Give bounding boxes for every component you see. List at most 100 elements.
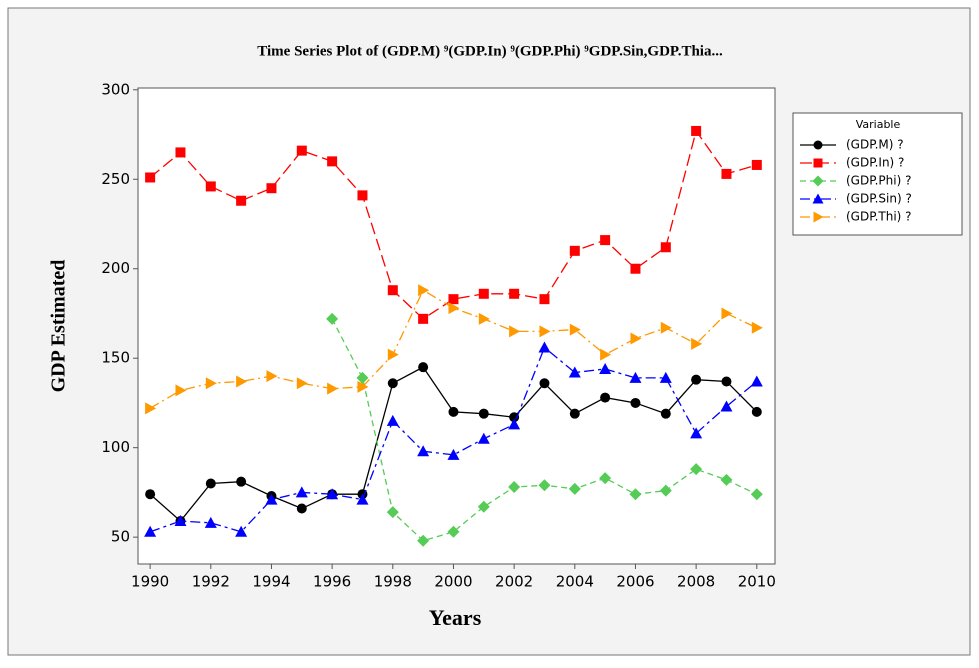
marker: [630, 397, 641, 408]
x-tick-label: 1992: [192, 573, 230, 591]
marker: [508, 418, 521, 430]
x-tick-label: 2006: [616, 573, 654, 591]
legend-label: (GDP.Thi) ?: [846, 210, 912, 224]
marker: [386, 506, 399, 519]
marker: [721, 307, 733, 320]
marker: [569, 323, 581, 336]
marker: [235, 525, 248, 537]
y-tick-label: 50: [111, 528, 130, 546]
y-axis-label: GDP Estimated: [48, 260, 70, 393]
marker: [205, 377, 217, 390]
marker: [266, 183, 277, 194]
marker: [509, 412, 520, 423]
marker: [326, 488, 339, 500]
x-tick-label: 1994: [252, 573, 290, 591]
marker: [508, 481, 521, 494]
marker: [236, 375, 248, 388]
chart-title: Time Series Plot of (GDP.M) ⁹(GDP.In) ⁹(…: [257, 43, 723, 59]
marker: [204, 516, 217, 528]
marker: [539, 378, 550, 389]
marker: [477, 432, 490, 444]
marker: [720, 400, 733, 412]
legend-label: (GDP.Phi) ?: [846, 174, 911, 188]
marker: [812, 193, 824, 204]
marker: [813, 140, 823, 150]
marker: [387, 348, 399, 361]
marker: [750, 488, 763, 501]
marker: [600, 235, 611, 246]
series-line: [149, 129, 757, 320]
marker: [417, 534, 430, 547]
marker: [447, 525, 460, 538]
series-line: [149, 346, 758, 533]
marker: [448, 302, 460, 315]
marker: [357, 190, 368, 201]
marker: [357, 380, 369, 393]
marker: [751, 406, 762, 417]
marker: [599, 362, 612, 374]
marker: [659, 484, 672, 497]
marker: [418, 284, 430, 297]
y-tick-label: 300: [101, 80, 130, 98]
marker: [721, 168, 732, 179]
marker: [478, 312, 490, 325]
marker: [205, 181, 216, 192]
series-line: [149, 289, 758, 409]
marker: [296, 377, 308, 390]
marker: [236, 476, 247, 487]
marker: [538, 341, 551, 353]
x-tick-label: 2004: [556, 573, 594, 591]
marker: [327, 382, 339, 395]
marker: [600, 392, 611, 403]
x-tick-label: 1998: [374, 573, 412, 591]
marker: [509, 325, 521, 338]
marker: [477, 500, 490, 513]
marker: [145, 402, 157, 415]
marker: [509, 288, 520, 299]
marker: [478, 288, 489, 299]
marker: [145, 172, 156, 183]
marker: [418, 362, 429, 373]
marker: [296, 503, 307, 514]
marker: [690, 427, 703, 439]
marker: [538, 479, 551, 492]
marker: [418, 313, 429, 324]
marker: [812, 175, 824, 187]
marker: [236, 195, 247, 206]
marker: [750, 375, 763, 387]
marker: [326, 312, 339, 325]
marker: [539, 294, 550, 305]
marker: [356, 371, 369, 384]
marker: [568, 366, 581, 378]
x-tick-label: 1996: [313, 573, 351, 591]
marker: [356, 493, 369, 505]
marker: [175, 147, 186, 158]
y-tick-label: 100: [101, 438, 130, 456]
marker: [145, 489, 156, 500]
marker: [174, 515, 187, 527]
marker: [630, 263, 641, 274]
marker: [660, 321, 672, 334]
marker: [386, 414, 399, 426]
legend-label: (GDP.M) ?: [846, 138, 904, 152]
marker: [447, 448, 460, 460]
legend-label: (GDP.Sin) ?: [846, 192, 912, 206]
marker: [629, 371, 642, 383]
marker: [660, 242, 671, 253]
marker: [660, 408, 671, 419]
marker: [266, 370, 278, 383]
marker: [720, 473, 733, 486]
marker: [751, 159, 762, 170]
y-tick-label: 200: [101, 259, 130, 277]
marker: [691, 125, 702, 136]
marker: [265, 493, 278, 505]
marker: [568, 482, 581, 495]
marker: [690, 463, 703, 476]
marker: [175, 384, 187, 397]
marker: [600, 348, 612, 361]
x-tick-label: 2010: [738, 573, 776, 591]
marker: [327, 156, 338, 167]
y-tick-label: 150: [101, 349, 130, 367]
y-tick-label: 250: [101, 170, 130, 188]
